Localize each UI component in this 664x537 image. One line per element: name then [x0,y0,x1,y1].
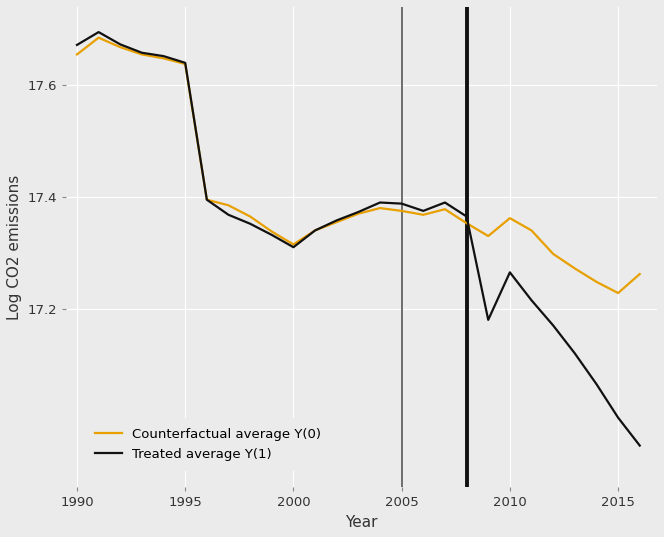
Treated average Y(1) [138,49,146,56]
Counterfactual average Y(0) [203,197,211,203]
Counterfactual average Y(0) [419,212,427,218]
Counterfactual average Y(0) [376,205,384,212]
Counterfactual average Y(0) [484,233,492,240]
Treated average Y(1) [290,244,297,250]
Treated average Y(1) [116,41,124,48]
Counterfactual average Y(0) [614,290,622,296]
Treated average Y(1) [398,200,406,207]
Counterfactual average Y(0) [463,220,471,227]
Line: Counterfactual average Y(0): Counterfactual average Y(0) [77,38,639,293]
Counterfactual average Y(0) [224,202,232,208]
Counterfactual average Y(0) [355,211,363,217]
Counterfactual average Y(0) [635,271,643,277]
Y-axis label: Log CO2 emissions: Log CO2 emissions [7,175,22,320]
Treated average Y(1) [463,213,471,220]
Treated average Y(1) [311,227,319,234]
Treated average Y(1) [355,209,363,215]
Legend: Counterfactual average Y(0), Treated average Y(1): Counterfactual average Y(0), Treated ave… [84,418,331,471]
Counterfactual average Y(0) [549,251,557,257]
Counterfactual average Y(0) [398,208,406,214]
Counterfactual average Y(0) [527,227,535,234]
Line: Treated average Y(1): Treated average Y(1) [77,32,639,446]
Counterfactual average Y(0) [159,55,167,62]
Treated average Y(1) [549,322,557,329]
Treated average Y(1) [592,381,600,387]
Treated average Y(1) [441,199,449,206]
Treated average Y(1) [159,53,167,59]
Treated average Y(1) [95,29,103,35]
Counterfactual average Y(0) [311,227,319,234]
Treated average Y(1) [203,197,211,203]
Treated average Y(1) [224,212,232,218]
Counterfactual average Y(0) [506,215,514,221]
Treated average Y(1) [527,297,535,303]
Treated average Y(1) [614,415,622,421]
Treated average Y(1) [73,42,81,48]
Counterfactual average Y(0) [592,279,600,285]
Treated average Y(1) [635,442,643,449]
X-axis label: Year: Year [345,515,378,530]
Treated average Y(1) [181,60,189,66]
Treated average Y(1) [268,231,276,238]
Counterfactual average Y(0) [333,219,341,226]
Counterfactual average Y(0) [138,51,146,57]
Counterfactual average Y(0) [571,265,579,272]
Counterfactual average Y(0) [290,241,297,248]
Treated average Y(1) [484,317,492,323]
Counterfactual average Y(0) [246,213,254,220]
Counterfactual average Y(0) [116,44,124,50]
Treated average Y(1) [419,208,427,214]
Counterfactual average Y(0) [268,228,276,235]
Treated average Y(1) [571,350,579,357]
Treated average Y(1) [246,221,254,227]
Treated average Y(1) [376,199,384,206]
Treated average Y(1) [333,217,341,223]
Counterfactual average Y(0) [95,34,103,41]
Treated average Y(1) [506,269,514,275]
Counterfactual average Y(0) [181,61,189,67]
Counterfactual average Y(0) [73,51,81,57]
Counterfactual average Y(0) [441,206,449,213]
